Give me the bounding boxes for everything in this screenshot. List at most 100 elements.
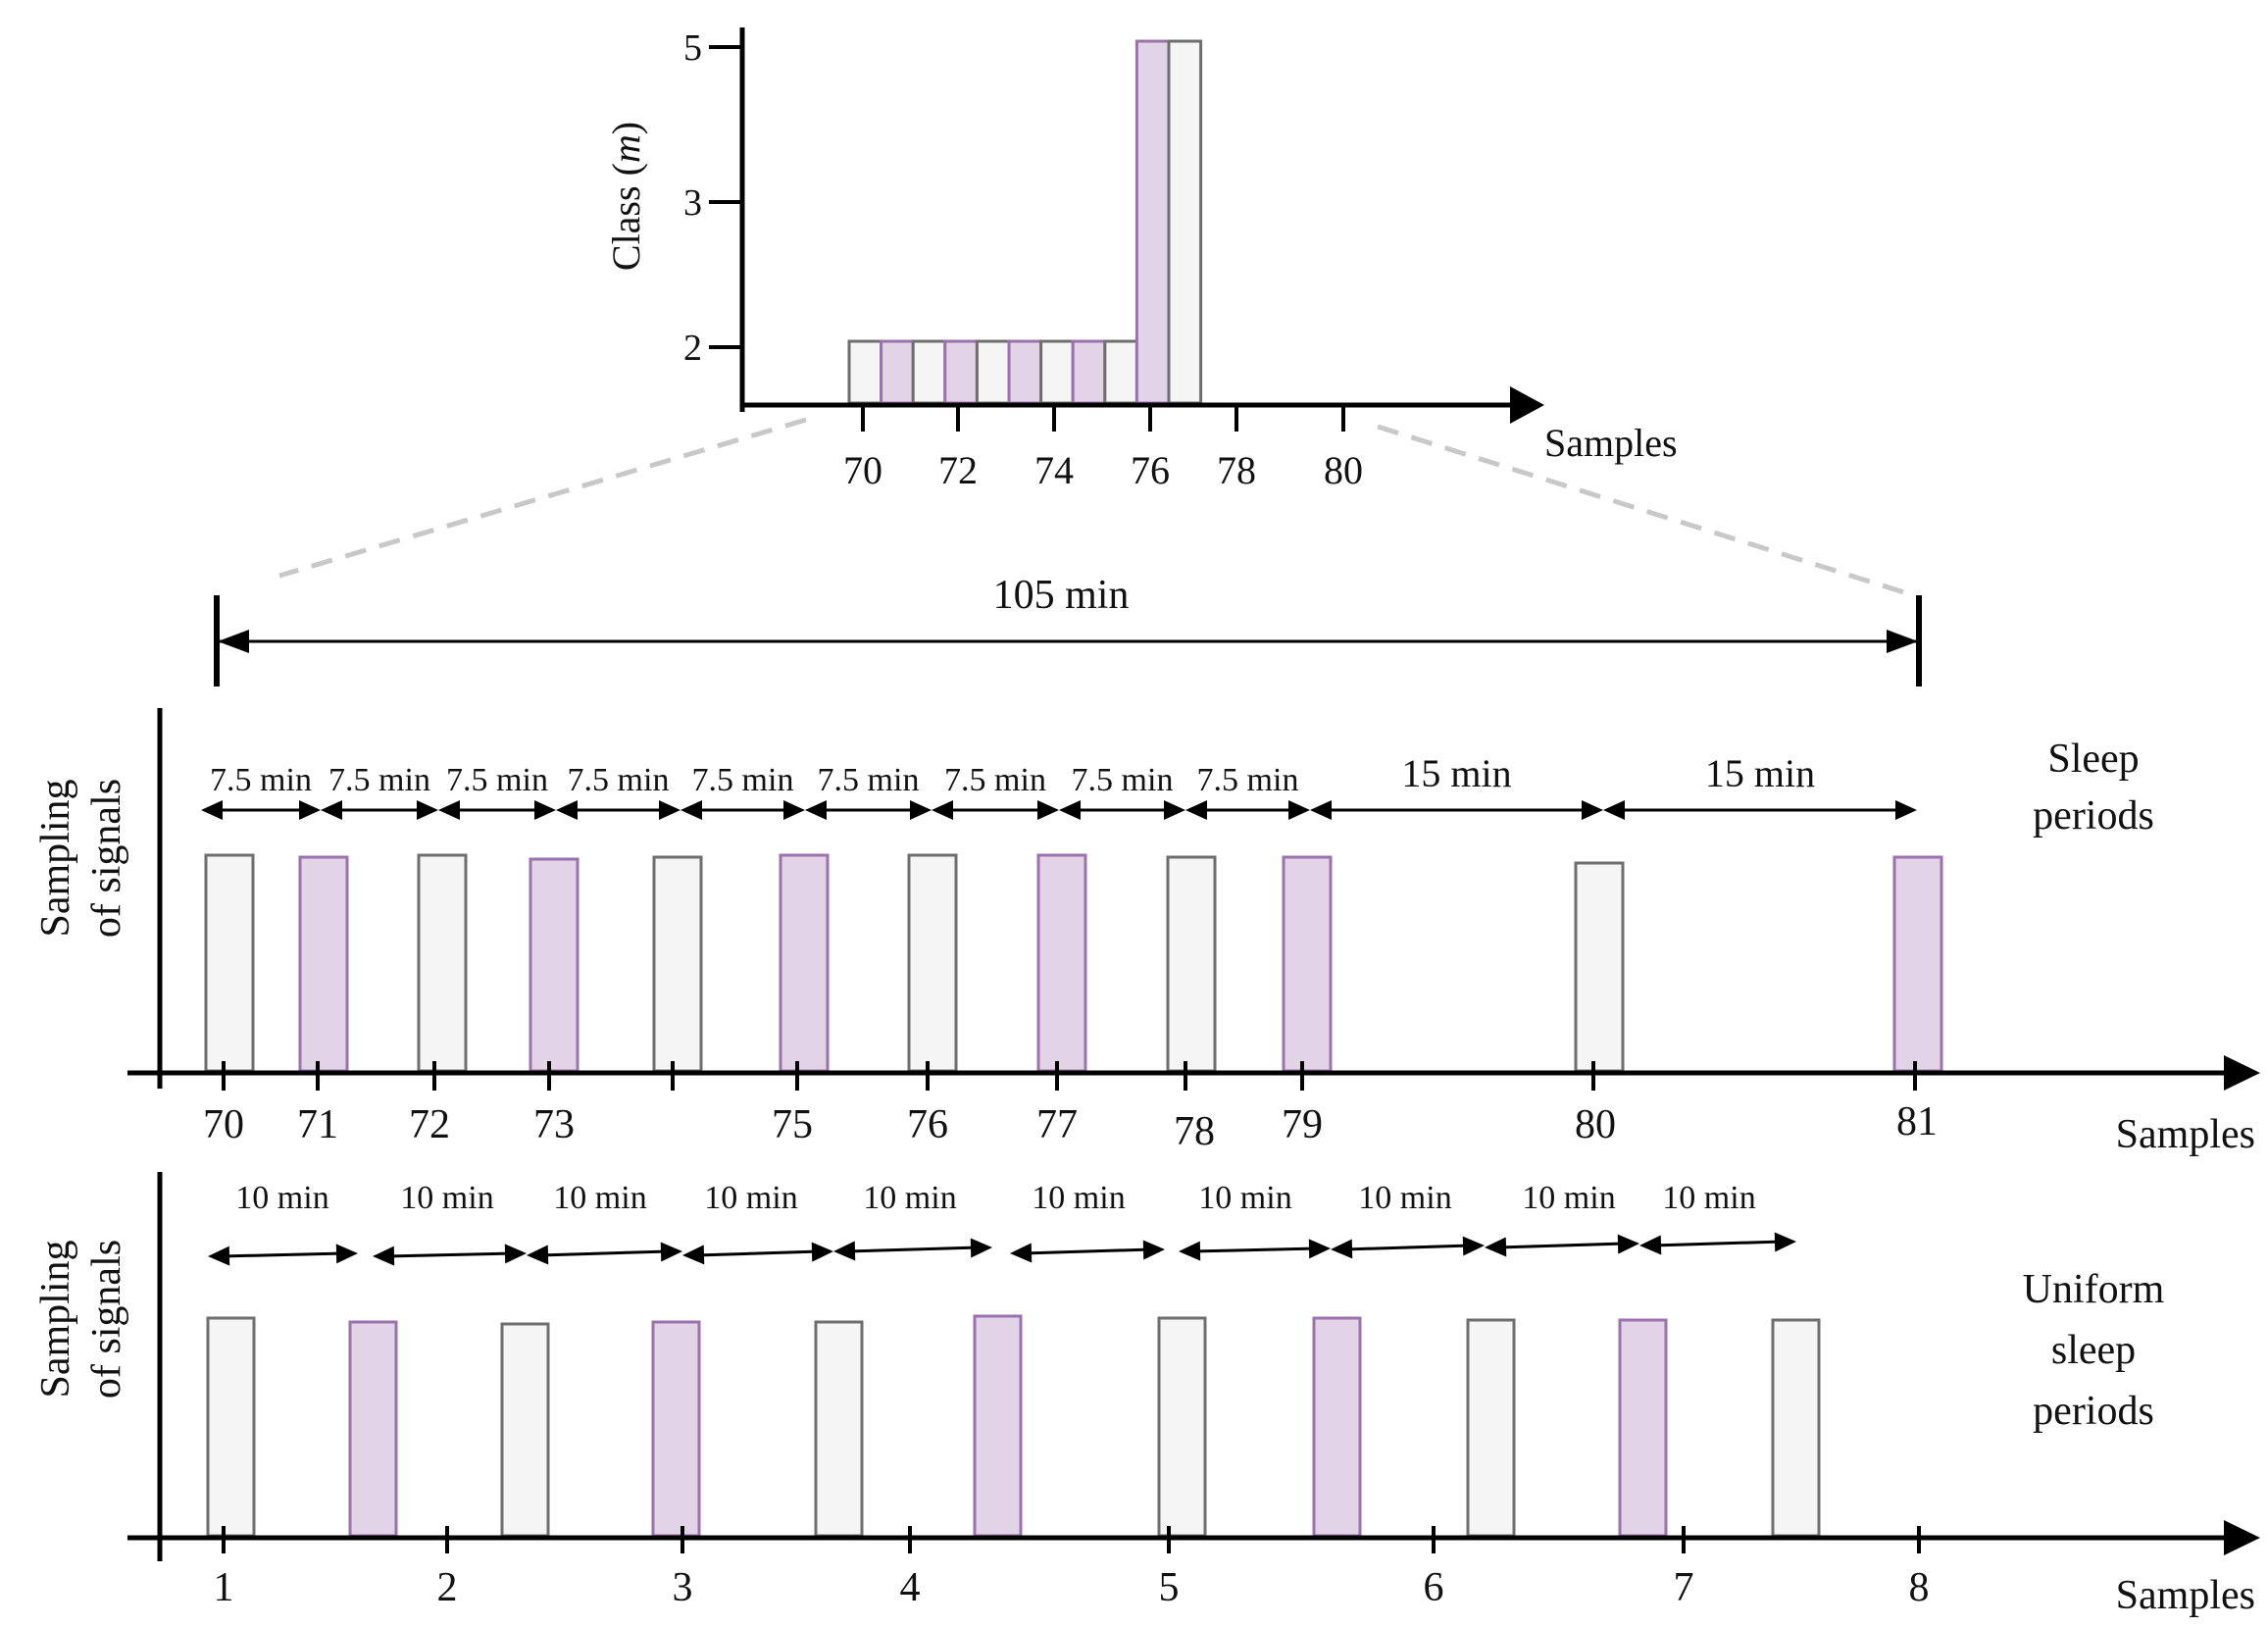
interval-label: 10 min: [553, 1180, 646, 1216]
uniform-tick-label: 4: [900, 1565, 921, 1610]
zoom-guide-right: [1377, 424, 1908, 596]
uniform-tick-label: 6: [1424, 1565, 1444, 1610]
interval-label: 10 min: [400, 1180, 493, 1216]
top-bar: [847, 339, 883, 405]
sleep-sample-bar: [298, 855, 349, 1073]
interval-arrow: 10 min: [1179, 1180, 1331, 1261]
uniform-tick-label: 2: [437, 1565, 458, 1610]
uniform-sample-bar: [1312, 1316, 1362, 1538]
interval-arrow: 7.5 min: [556, 762, 680, 820]
uniform-sample-bar: [1466, 1318, 1516, 1538]
uniform-sample-bars: [206, 1314, 1821, 1538]
interval-arrow: 7.5 min: [201, 762, 321, 820]
sleep-sample-label: 73: [533, 1102, 575, 1147]
zoom-guide-left: [278, 417, 807, 579]
interval-arrow: 7.5 min: [1185, 762, 1310, 820]
interval-arrow: 10 min: [833, 1180, 992, 1261]
sleep-sample-label: 76: [907, 1102, 948, 1147]
top-y-axis-label: Class (m): [604, 122, 648, 271]
top-y-tick-2: 2: [683, 328, 702, 369]
interval-arrow: 10 min: [1485, 1180, 1639, 1257]
sleep-sample-bar: [1282, 855, 1333, 1073]
interval-arrow: 15 min: [1310, 751, 1603, 820]
sleep-x-ticks: 70 71 72 73 75 76 77 78 79 80 81: [203, 1061, 1938, 1154]
sleep-sample-bar: [1574, 861, 1625, 1073]
sleep-sample-bar: [204, 853, 255, 1073]
interval-label: 15 min: [1401, 751, 1511, 795]
interval-arrow: 7.5 min: [438, 762, 556, 820]
interval-arrow: 10 min: [208, 1180, 358, 1266]
interval-arrow: 7.5 min: [805, 762, 932, 820]
top-y-tick-5: 5: [683, 27, 702, 69]
sleep-x-axis-label: Samples: [2116, 1112, 2255, 1157]
interval-arrow: 7.5 min: [932, 762, 1059, 820]
interval-label: 7.5 min: [1072, 762, 1174, 798]
uniform-x-axis-label: Samples: [2116, 1573, 2255, 1618]
uniform-sample-bar: [206, 1316, 256, 1538]
top-bar: [943, 339, 979, 405]
sleep-x-axis-arrowhead: [2224, 1055, 2260, 1091]
sleep-sample-label: 71: [297, 1102, 338, 1147]
sleep-sample-bar: [652, 855, 703, 1073]
interval-label: 10 min: [863, 1180, 956, 1216]
interval-label: 7.5 min: [568, 762, 670, 798]
interval-arrow: 7.5 min: [680, 762, 805, 820]
interval-arrow: 7.5 min: [1059, 762, 1185, 820]
interval-label: 7.5 min: [818, 762, 920, 798]
interval-arrow: 10 min: [373, 1180, 527, 1266]
top-bar: [911, 339, 947, 405]
top-x-tick-70: 70: [843, 448, 882, 492]
sleep-sample-bars: [204, 853, 1943, 1073]
top-x-tick-76: 76: [1131, 448, 1170, 492]
sleep-sample-label: 79: [1282, 1102, 1323, 1147]
sleep-sample-label: 77: [1036, 1102, 1078, 1147]
top-bar: [1007, 339, 1043, 405]
sleep-sample-bar: [417, 853, 468, 1073]
top-x-axis-label: Samples: [1544, 421, 1678, 465]
interval-arrow: 15 min: [1603, 751, 1917, 820]
interval-label: 10 min: [1358, 1180, 1451, 1216]
interval-label: 10 min: [1032, 1180, 1125, 1216]
uniform-sample-bar: [1618, 1318, 1668, 1538]
interval-arrow: 10 min: [1639, 1180, 1796, 1255]
top-bar: [1039, 339, 1075, 405]
top-x-axis-arrowhead: [1510, 386, 1544, 424]
top-x-ticks: [861, 405, 1345, 432]
top-x-tick-72: 72: [938, 448, 978, 492]
sleep-sample-bar: [529, 857, 580, 1073]
top-bar: [975, 339, 1011, 405]
uniform-sample-bar: [651, 1320, 701, 1538]
uniform-tick-label: 1: [214, 1565, 234, 1610]
top-bar: [1134, 39, 1171, 405]
sleep-sample-label: 75: [772, 1102, 813, 1147]
uniform-tick-label: 3: [673, 1565, 693, 1610]
interval-label: 7.5 min: [944, 762, 1046, 798]
sleep-side-label: Sleep periods: [2033, 737, 2154, 839]
sleep-sample-label: 80: [1575, 1102, 1616, 1147]
interval-label: 15 min: [1705, 751, 1815, 795]
top-chart-bars: [847, 39, 1203, 405]
uniform-x-ticks: 1 2 3 4 5 6 7 8: [214, 1526, 1930, 1610]
sleep-y-label: Sampling of signals: [33, 779, 129, 938]
interval-label: 7.5 min: [692, 762, 794, 798]
interval-label: 7.5 min: [210, 762, 312, 798]
uniform-interval-arrows: 10 min 10 min 10 min 10 min 10 min 10 min 10 m…: [208, 1180, 1796, 1266]
sleep-sample-label: 70: [203, 1102, 244, 1147]
sleep-sample-bar: [1892, 855, 1943, 1073]
top-y-tick-3: 3: [683, 182, 702, 224]
uniform-sample-bar: [973, 1314, 1023, 1538]
interval-label: 7.5 min: [1197, 762, 1299, 798]
sleep-sample-bar: [907, 853, 958, 1073]
interval-label: 10 min: [704, 1180, 797, 1216]
uniform-sample-bar: [348, 1320, 398, 1538]
interval-arrow: 10 min: [527, 1180, 682, 1265]
top-x-tick-78: 78: [1217, 448, 1256, 492]
uniform-y-label: Sampling of signals: [33, 1240, 129, 1398]
interval-arrow: 7.5 min: [321, 762, 438, 820]
uniform-sample-bar: [814, 1320, 864, 1538]
interval-label: 10 min: [1198, 1180, 1291, 1216]
uniform-sample-bar: [1157, 1316, 1207, 1538]
interval-label: 10 min: [1522, 1180, 1615, 1216]
top-bar: [1103, 339, 1138, 405]
